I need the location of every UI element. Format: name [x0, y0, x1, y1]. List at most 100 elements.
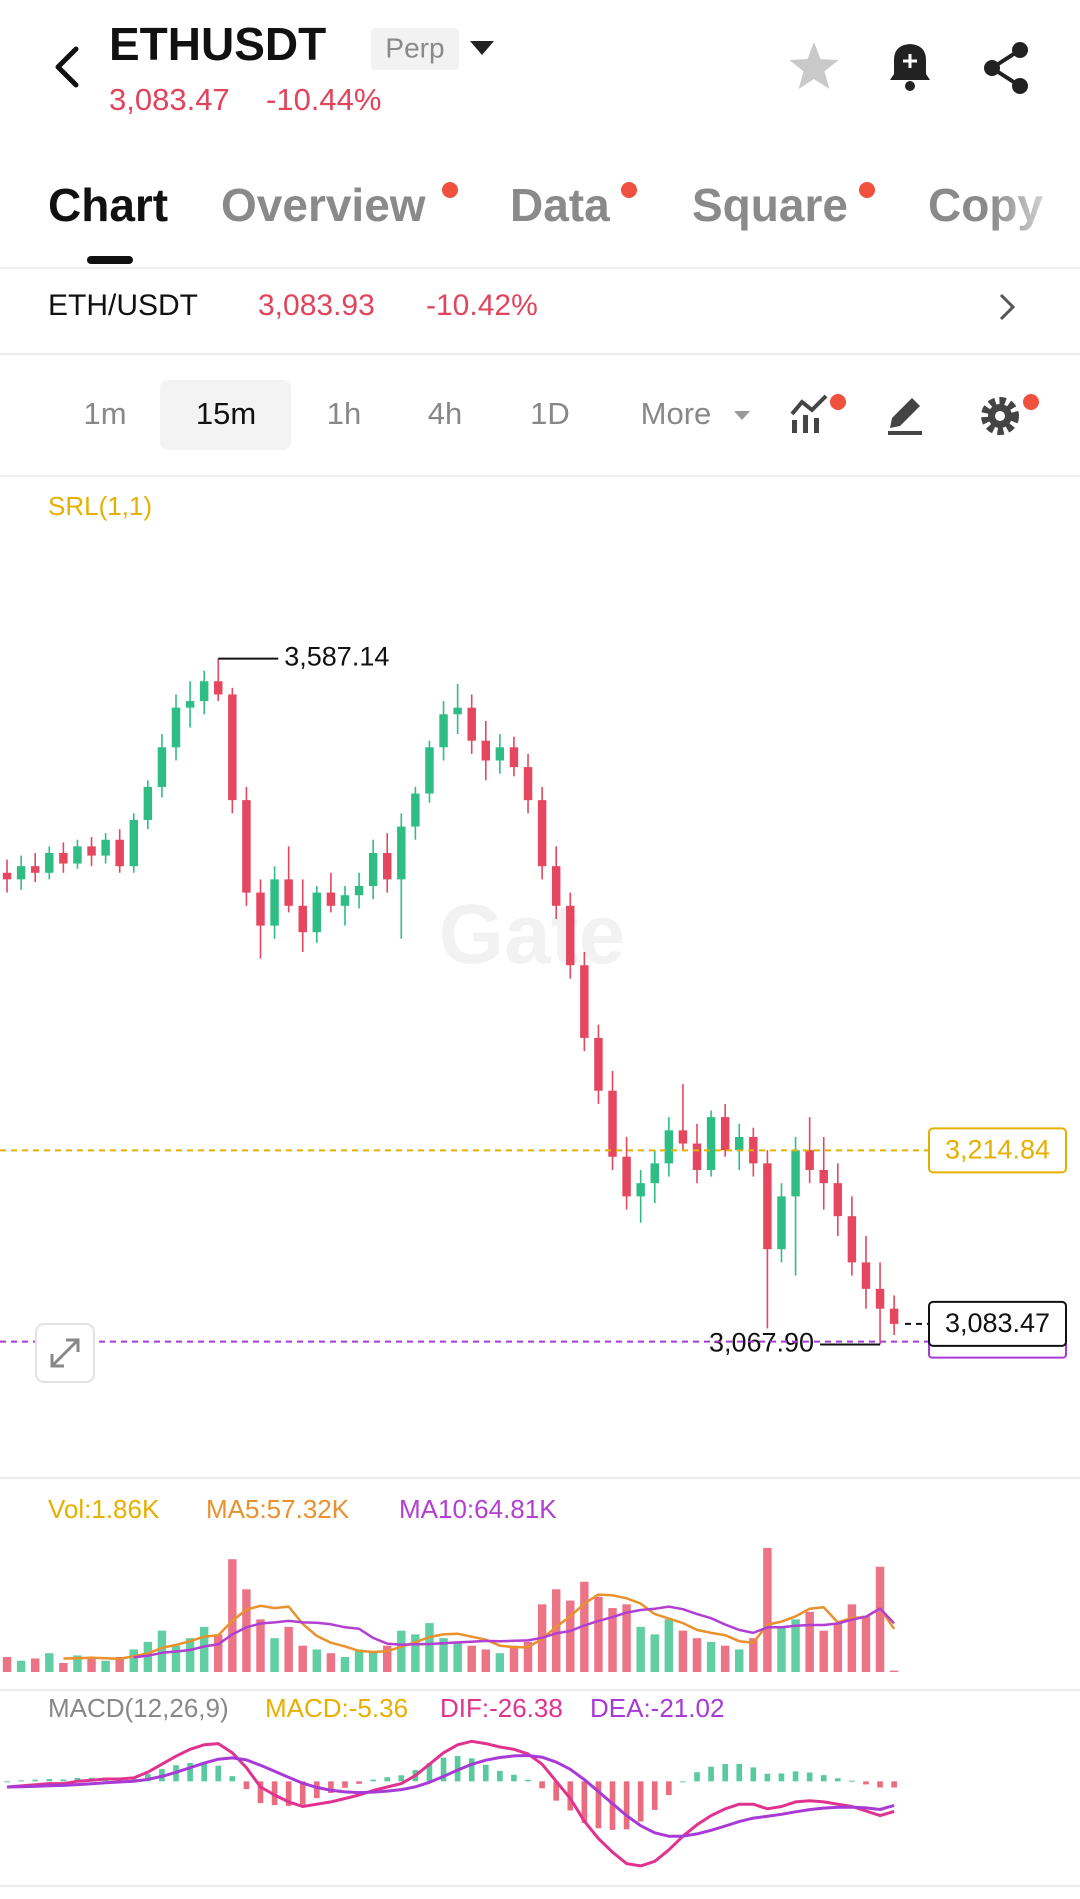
volume-bar	[439, 1638, 448, 1672]
macd-bar	[370, 1779, 376, 1782]
indicator-icon	[790, 394, 828, 416]
volume-bar	[847, 1604, 857, 1672]
candle-body	[425, 747, 434, 794]
candle-body	[2, 872, 12, 880]
macd-bar	[299, 1781, 306, 1805]
macd-bar	[651, 1781, 658, 1810]
candle-body	[594, 1037, 603, 1091]
candle-body	[312, 892, 322, 933]
volume-bar	[622, 1604, 631, 1672]
volume-bar	[875, 1566, 885, 1672]
symbol: ETHUSDT	[109, 18, 326, 70]
volume-bar	[889, 1670, 899, 1672]
candle-body	[706, 1117, 716, 1170]
more-caret	[734, 411, 750, 420]
candle-body	[566, 905, 575, 966]
tab[interactable]: Chart	[48, 179, 168, 231]
candle-body	[650, 1163, 659, 1184]
macd-bar	[863, 1781, 869, 1785]
candle-body	[270, 879, 279, 926]
candle-body	[636, 1183, 645, 1197]
volume-bar	[509, 1645, 519, 1672]
interval[interactable]: 1D	[530, 396, 570, 431]
tab[interactable]: Data	[510, 179, 610, 231]
candle-body	[228, 694, 237, 801]
volume-bar	[861, 1615, 871, 1672]
candle-body	[382, 852, 392, 880]
volume-bar	[87, 1658, 96, 1672]
spot-chevron[interactable]	[999, 293, 1016, 321]
volume-bar	[594, 1596, 603, 1672]
settings-button[interactable]	[981, 397, 1019, 435]
candle-body	[157, 747, 167, 787]
volume-bar	[354, 1649, 364, 1672]
indicator-button[interactable]	[790, 394, 828, 433]
macd-bar	[525, 1779, 531, 1782]
volume-bar	[256, 1619, 265, 1672]
expand-icon	[66, 1338, 80, 1352]
candle-body	[340, 895, 350, 906]
symbol-dropdown[interactable]	[470, 41, 494, 55]
volume-bar	[368, 1650, 378, 1672]
interval[interactable]: 1m	[83, 396, 126, 431]
volume-bar	[312, 1649, 322, 1672]
macd-bar	[567, 1781, 574, 1811]
volume-bar	[819, 1630, 828, 1672]
candle-body	[720, 1117, 730, 1151]
expand-icon	[50, 1338, 80, 1368]
volume-bar	[608, 1608, 617, 1672]
macd-bar	[46, 1779, 53, 1782]
draw-button[interactable]	[888, 398, 922, 435]
macd-bar	[271, 1781, 278, 1806]
macd-bar	[342, 1781, 348, 1788]
volume-bar	[650, 1634, 659, 1672]
interval-more[interactable]: More	[641, 396, 712, 431]
candle-body	[819, 1169, 828, 1184]
candle-body	[284, 879, 293, 906]
volume-bar	[115, 1656, 124, 1672]
share-button[interactable]	[984, 42, 1028, 94]
back-button[interactable]	[55, 46, 79, 88]
volume-bar	[425, 1623, 434, 1672]
candle-body	[368, 852, 378, 886]
candle-body	[101, 839, 110, 856]
interval[interactable]: 1h	[327, 396, 361, 431]
notification-dot	[442, 182, 458, 198]
volume-bar	[16, 1660, 26, 1672]
macd-bar	[511, 1774, 517, 1782]
volume-bar	[73, 1655, 82, 1672]
macd-bar	[145, 1774, 151, 1782]
volume-bar	[720, 1645, 730, 1672]
spot-pair[interactable]: ETH/USDT	[48, 289, 198, 322]
notification-dot	[830, 394, 846, 410]
candle-body	[495, 747, 505, 761]
macd-bar	[806, 1772, 813, 1782]
volume-bar	[2, 1656, 12, 1672]
price-label: 3,214.84	[945, 1134, 1050, 1164]
candle-body	[453, 707, 462, 715]
candle-body	[523, 767, 533, 801]
share-dot	[1012, 42, 1028, 58]
tab[interactable]: Square	[692, 179, 848, 231]
favorite-button[interactable]	[789, 42, 839, 89]
price-label: 3,083.47	[945, 1308, 1050, 1338]
alert-button[interactable]	[890, 44, 930, 91]
volume-bar	[495, 1653, 505, 1672]
volume-bar	[523, 1641, 533, 1672]
interval[interactable]: 15m	[196, 396, 256, 431]
macd-bar	[74, 1778, 81, 1782]
candle-body	[242, 800, 251, 893]
expand-button[interactable]	[35, 1323, 95, 1383]
volume-bar	[706, 1641, 716, 1672]
volume-bar	[59, 1662, 68, 1672]
candle-body	[608, 1090, 617, 1157]
macd-bar	[60, 1779, 67, 1782]
expand-icon	[50, 1354, 64, 1368]
interval[interactable]: 4h	[428, 396, 462, 431]
indicator-icon	[814, 418, 819, 433]
volume-bar	[326, 1653, 336, 1672]
indicator-title: MACD(12,26,9)	[48, 1693, 229, 1723]
tab[interactable]: Overview	[221, 179, 426, 231]
